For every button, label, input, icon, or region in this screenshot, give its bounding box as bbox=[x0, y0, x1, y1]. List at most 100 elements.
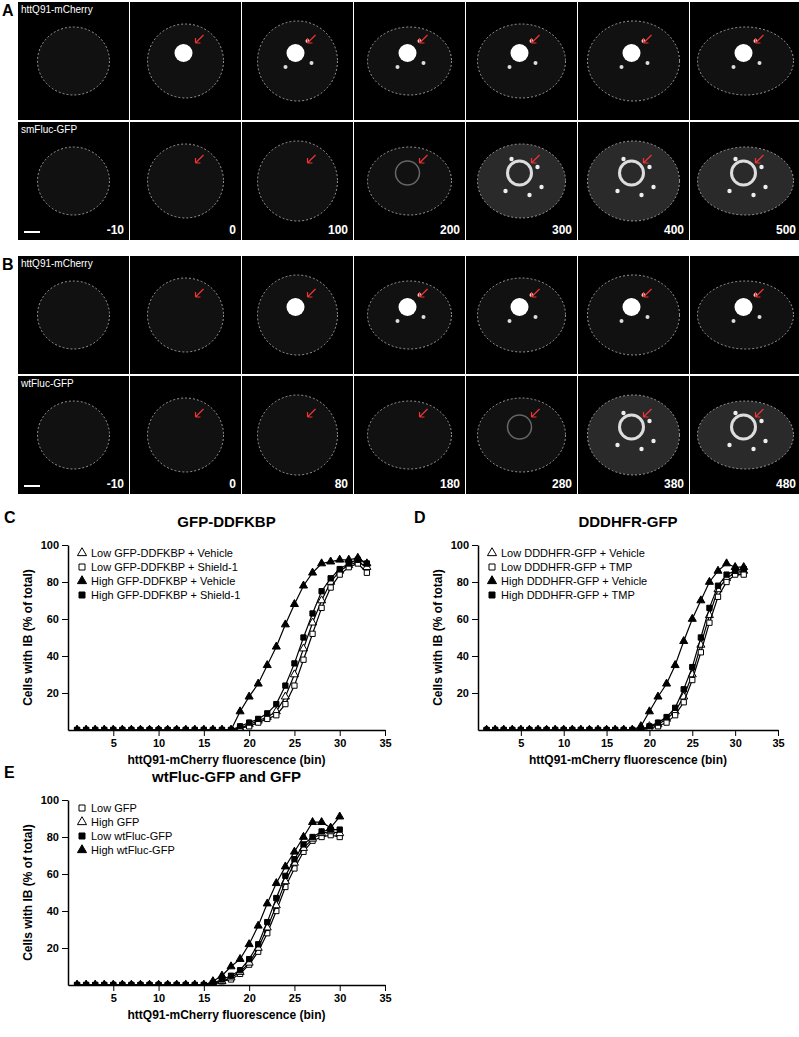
legend-marker bbox=[79, 564, 85, 570]
y-tick: 40 bbox=[47, 650, 68, 662]
series-point bbox=[147, 727, 152, 730]
arrow bbox=[644, 155, 652, 163]
panel-letter: A bbox=[2, 2, 14, 19]
series-point bbox=[645, 722, 653, 729]
y-tick: 100 bbox=[41, 794, 68, 806]
series-point bbox=[688, 614, 696, 621]
y-tick: 40 bbox=[457, 650, 478, 662]
legend-marker bbox=[79, 805, 85, 811]
series-point bbox=[318, 829, 326, 836]
fluorescence-ring bbox=[396, 161, 420, 185]
series-line bbox=[77, 831, 340, 985]
series-point bbox=[218, 725, 226, 730]
fluorescence-speck bbox=[651, 439, 655, 443]
series-point bbox=[147, 727, 152, 730]
fluorescence-speck bbox=[733, 411, 737, 415]
plot-area bbox=[483, 559, 748, 730]
x-tick-label: 25 bbox=[289, 992, 301, 1004]
cell-outline bbox=[478, 24, 566, 98]
image-background bbox=[242, 122, 353, 240]
image-frame: -10 bbox=[18, 122, 129, 240]
scale-bar bbox=[24, 485, 40, 487]
y-tick-label: 80 bbox=[47, 831, 59, 843]
fluorescence-ring bbox=[508, 415, 532, 439]
series-point bbox=[272, 879, 280, 886]
series-point bbox=[227, 725, 235, 730]
y-tick-mark bbox=[62, 911, 68, 912]
arrow bbox=[532, 289, 540, 297]
series-point bbox=[200, 980, 208, 985]
legend-marker bbox=[77, 548, 86, 556]
series-point bbox=[491, 725, 499, 730]
time-label: 300 bbox=[552, 223, 572, 237]
series-point bbox=[192, 727, 197, 730]
series-point bbox=[594, 725, 602, 730]
aggregate-speck bbox=[310, 61, 314, 65]
x-tick: 25 bbox=[289, 730, 301, 749]
x-tick: 5 bbox=[111, 730, 117, 749]
cell-outline bbox=[698, 147, 794, 215]
series-point bbox=[301, 657, 306, 662]
y-tick: 100 bbox=[451, 539, 478, 551]
series-point bbox=[483, 725, 491, 730]
image-frame: 480 bbox=[690, 376, 799, 494]
series-point bbox=[508, 725, 516, 730]
aggregate-speck bbox=[646, 315, 650, 319]
x-axis: 5101520253035 bbox=[479, 730, 785, 749]
y-tick-mark bbox=[62, 693, 68, 694]
cell-outline bbox=[38, 147, 110, 215]
series-point bbox=[102, 727, 107, 730]
series-point bbox=[698, 635, 703, 640]
fluorescence-speck bbox=[763, 185, 767, 189]
series-point bbox=[200, 980, 208, 985]
x-tick: 10 bbox=[153, 985, 165, 1004]
x-tick: 30 bbox=[730, 730, 742, 749]
x-tick-label: 5 bbox=[518, 737, 524, 749]
series-point bbox=[164, 980, 172, 985]
legend-label: High DDDHFR-GFP + Vehicle bbox=[501, 575, 647, 587]
fluorescence-ring bbox=[732, 415, 756, 439]
series-point bbox=[568, 725, 576, 730]
y-tick-mark bbox=[472, 693, 478, 694]
legend-marker bbox=[77, 576, 86, 584]
x-tick: 35 bbox=[772, 730, 784, 749]
series-point bbox=[102, 727, 107, 730]
series-point bbox=[100, 725, 108, 730]
series-point bbox=[129, 727, 134, 730]
series-point bbox=[219, 727, 224, 730]
series-point bbox=[120, 727, 125, 730]
series-point bbox=[145, 725, 153, 730]
arrow bbox=[196, 289, 204, 297]
aggregate-speck bbox=[758, 61, 762, 65]
series-point bbox=[654, 720, 662, 727]
series-point bbox=[310, 631, 315, 636]
x-tick-mark bbox=[249, 985, 250, 991]
series-point bbox=[236, 724, 244, 730]
aggregate-speck bbox=[422, 61, 426, 65]
x-tick: 30 bbox=[334, 730, 346, 749]
series-point bbox=[236, 707, 244, 714]
panel-letter: C bbox=[4, 509, 16, 526]
x-tick-mark bbox=[340, 985, 341, 991]
series-line bbox=[77, 558, 367, 730]
series-point bbox=[100, 725, 108, 730]
series-point bbox=[236, 967, 244, 974]
series-point bbox=[500, 725, 508, 730]
series-point bbox=[654, 692, 662, 699]
cell-outline bbox=[148, 398, 224, 472]
x-tick: 5 bbox=[518, 730, 524, 749]
inclusion-body bbox=[735, 298, 753, 316]
cell-outline bbox=[38, 281, 110, 349]
series-point bbox=[263, 899, 271, 906]
x-tick-mark bbox=[385, 730, 386, 736]
fluorescence-speck bbox=[527, 193, 531, 197]
series-point bbox=[245, 940, 253, 947]
image-frame: 500 bbox=[690, 122, 799, 240]
series-point bbox=[91, 725, 99, 730]
series-point bbox=[191, 980, 199, 985]
cell-outline bbox=[258, 141, 338, 221]
x-tick-mark bbox=[649, 730, 650, 736]
series-point bbox=[82, 980, 90, 985]
fluorescence-speck bbox=[651, 185, 655, 189]
y-axis-title: Cells with IB (% of total) bbox=[21, 569, 35, 706]
